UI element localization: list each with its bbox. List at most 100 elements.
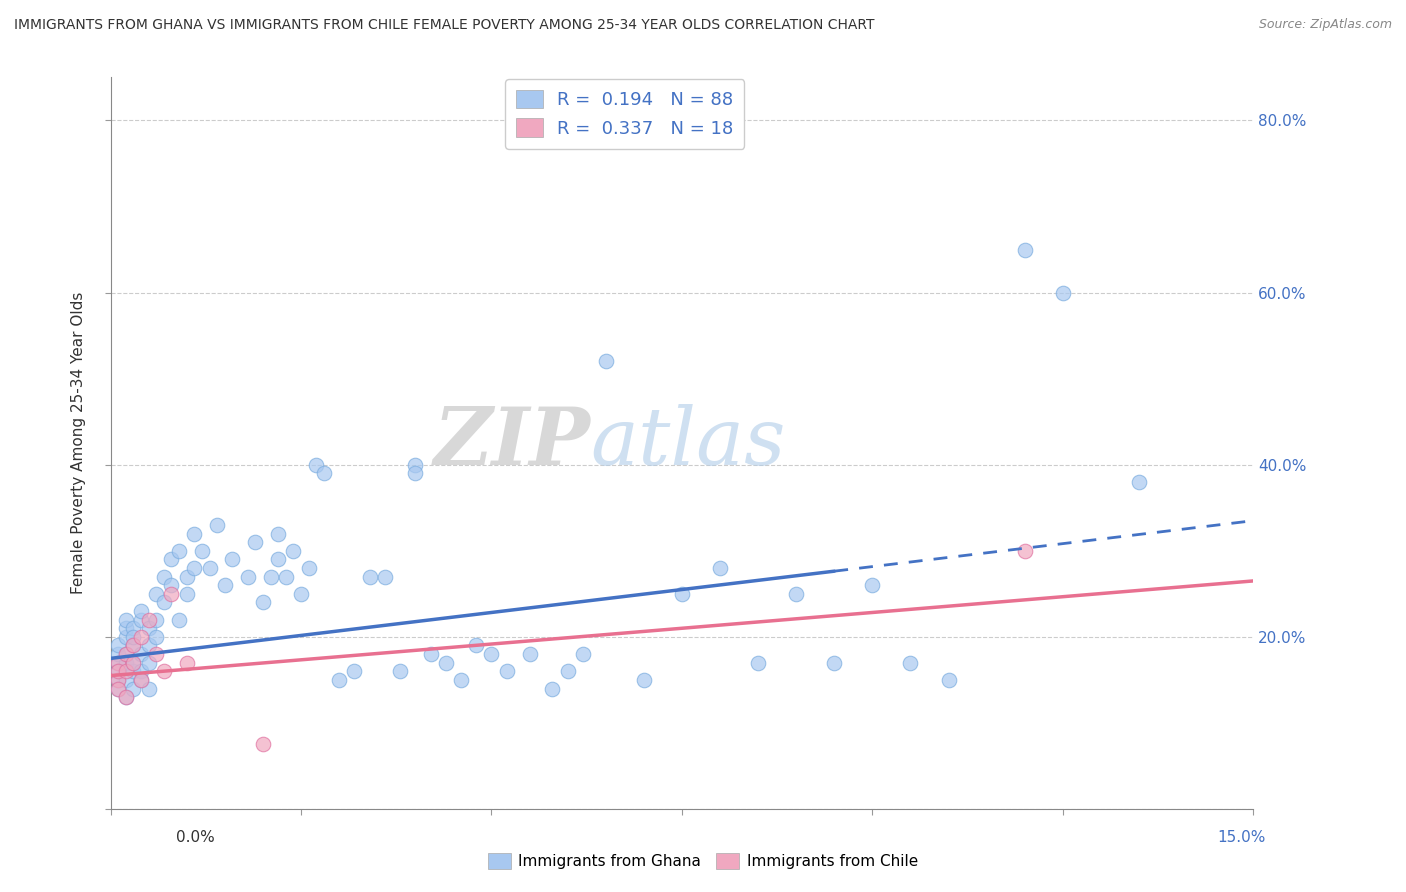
Point [145,613,167,627]
Point [160,578,183,592]
Point [214,578,236,592]
Point [252,595,274,609]
Point [153,665,176,679]
Point [198,561,221,575]
Point [114,630,136,644]
Point [122,621,145,635]
Point [153,569,176,583]
Point [434,656,457,670]
Point [389,665,412,679]
Point [183,561,205,575]
Point [114,613,136,627]
Point [138,613,160,627]
Point [107,647,129,661]
Point [450,673,472,687]
Point [114,690,136,705]
Point [129,665,152,679]
Point [176,656,198,670]
Point [900,656,922,670]
Text: ZIP: ZIP [433,404,591,482]
Point [1014,543,1036,558]
Point [183,526,205,541]
Point [312,467,335,481]
Point [145,630,167,644]
Point [404,467,426,481]
Point [221,552,243,566]
Point [176,587,198,601]
Point [160,552,183,566]
Point [633,673,655,687]
Point [114,690,136,705]
Point [122,656,145,670]
Point [138,639,160,653]
Point [1014,243,1036,257]
Point [107,656,129,670]
Text: 15.0%: 15.0% [1218,830,1265,845]
Point [122,630,145,644]
Point [114,647,136,661]
Point [290,587,312,601]
Point [145,587,167,601]
Point [404,458,426,472]
Point [671,587,693,601]
Point [267,552,290,566]
Text: atlas: atlas [591,404,786,482]
Point [122,681,145,696]
Point [495,665,517,679]
Legend: Immigrants from Ghana, Immigrants from Chile: Immigrants from Ghana, Immigrants from C… [482,847,924,875]
Point [938,673,960,687]
Point [107,656,129,670]
Y-axis label: Female Poverty Among 25-34 Year Olds: Female Poverty Among 25-34 Year Olds [72,292,86,594]
Point [107,681,129,696]
Point [160,587,183,601]
Point [122,665,145,679]
Point [236,569,259,583]
Point [107,665,129,679]
Point [129,604,152,618]
Point [274,569,297,583]
Point [107,665,129,679]
Point [823,656,845,670]
Point [167,613,190,627]
Point [129,613,152,627]
Point [305,458,328,472]
Point [572,647,595,661]
Point [481,647,503,661]
Point [107,673,129,687]
Text: IMMIGRANTS FROM GHANA VS IMMIGRANTS FROM CHILE FEMALE POVERTY AMONG 25-34 YEAR O: IMMIGRANTS FROM GHANA VS IMMIGRANTS FROM… [14,18,875,32]
Point [129,647,152,661]
Point [114,673,136,687]
Point [465,639,488,653]
Point [107,681,129,696]
Point [191,543,214,558]
Point [107,673,129,687]
Point [114,665,136,679]
Point [129,673,152,687]
Text: Source: ZipAtlas.com: Source: ZipAtlas.com [1258,18,1392,31]
Point [419,647,441,661]
Point [145,647,167,661]
Text: 0.0%: 0.0% [176,830,215,845]
Point [343,665,366,679]
Point [114,647,136,661]
Point [595,354,617,368]
Point [541,681,564,696]
Point [245,535,267,549]
Point [374,569,396,583]
Point [122,639,145,653]
Point [259,569,281,583]
Point [114,656,136,670]
Point [298,561,321,575]
Point [107,639,129,653]
Point [122,639,145,653]
Point [122,656,145,670]
Point [138,681,160,696]
Point [252,738,274,752]
Point [205,518,228,533]
Point [519,647,541,661]
Point [129,673,152,687]
Point [785,587,807,601]
Point [138,621,160,635]
Point [129,630,152,644]
Point [359,569,381,583]
